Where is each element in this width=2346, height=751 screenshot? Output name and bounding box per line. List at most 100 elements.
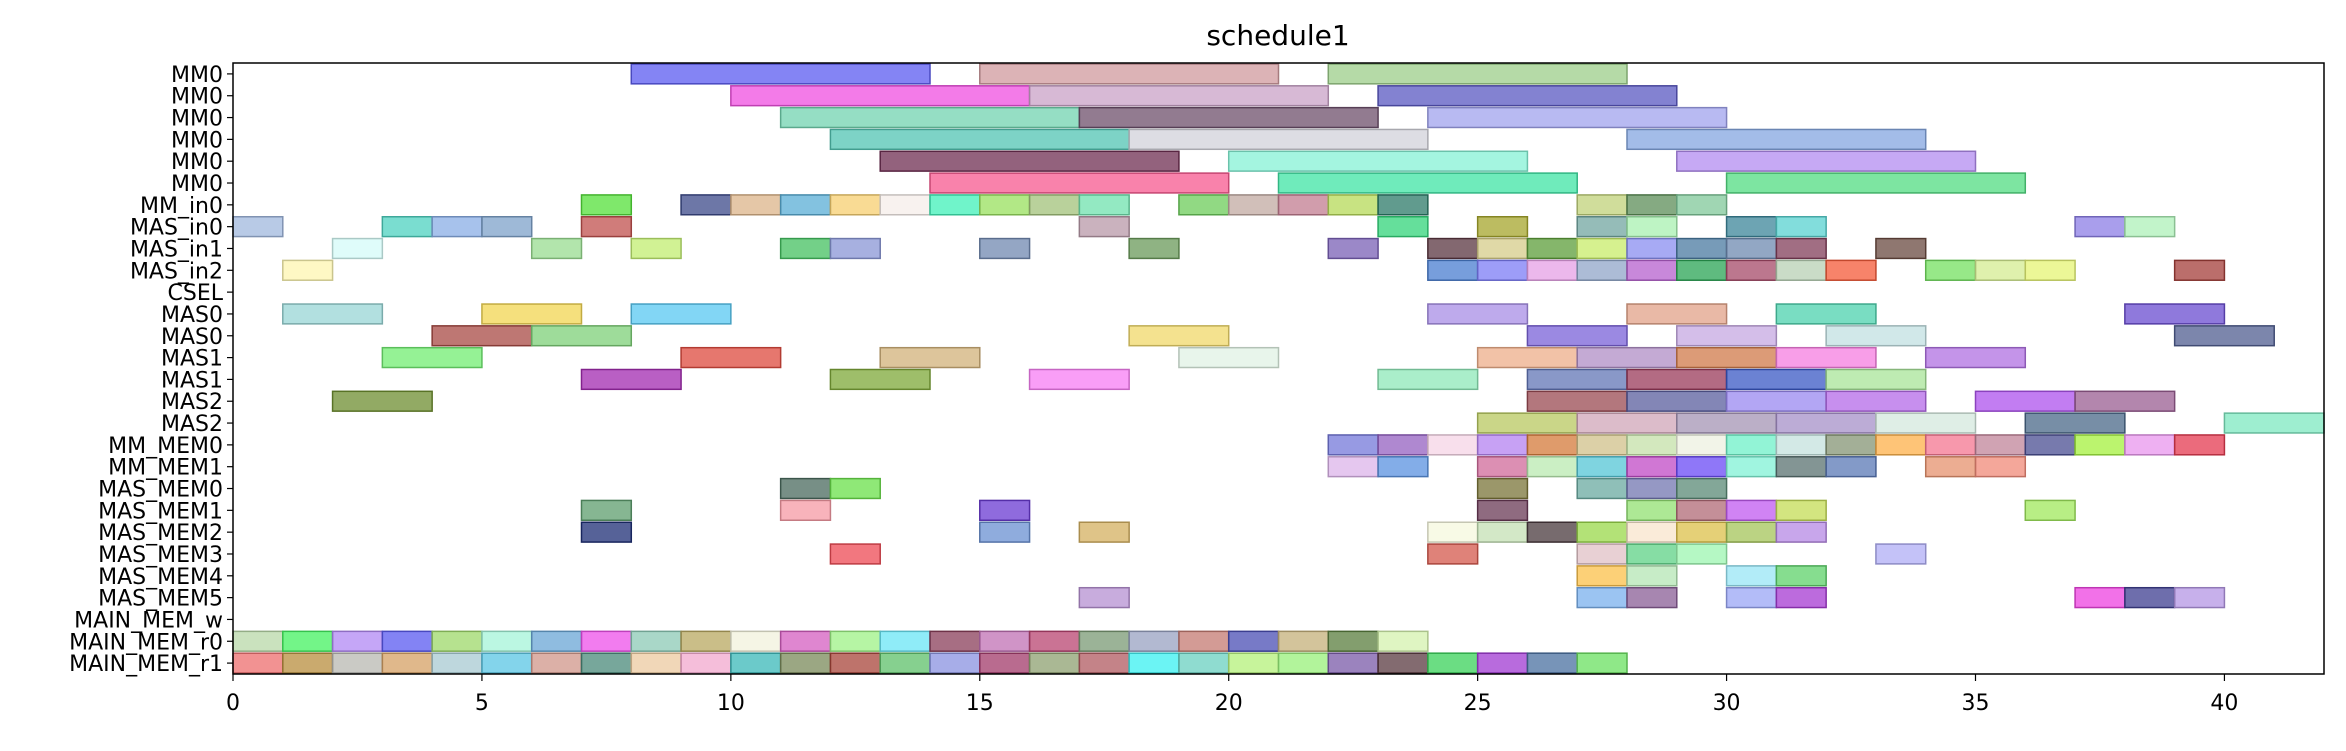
bar-mm-mem0-37-38 [2074, 434, 2126, 456]
bar-mas-mem1-15-16 [979, 499, 1031, 521]
bar-mas-mem5-30-31 [1725, 586, 1778, 609]
bar-mm0-15-21 [979, 63, 1280, 85]
bar-mm-mem1-30-31 [1725, 456, 1778, 478]
bar-mas0-4-6 [431, 325, 533, 347]
bar-mm0-10-16 [730, 85, 1031, 107]
bar-mas1-19-21 [1178, 346, 1280, 369]
bar-mm-in0-10-11 [730, 194, 782, 216]
bar-main-mem-r1-10-11 [730, 652, 782, 674]
bar-mas-in1-8-9 [630, 237, 682, 260]
bar-mm-mem0-36-37 [2024, 434, 2076, 456]
bar-main-mem-r0-22-23 [1327, 630, 1379, 652]
bar-mas-mem2-25-26 [1476, 521, 1529, 543]
bar-main-mem-r1-5-6 [481, 652, 533, 674]
bar-mm-mem0-34-35 [1924, 434, 1977, 456]
bar-mas-mem2-15-16 [979, 521, 1031, 543]
y-tick-label: MAS_MEM0 [98, 478, 223, 503]
bar-mas0-18-20 [1128, 325, 1230, 347]
bar-mas-in0-4-5 [431, 216, 483, 238]
bar-mas2-25-27 [1476, 412, 1578, 434]
bar-mas-mem5-39-40 [2173, 586, 2226, 609]
bar-mm0-16-22 [1028, 85, 1330, 107]
bar-main-mem-r0-2-3 [331, 630, 384, 652]
bar-mm-mem1-23-24 [1377, 456, 1429, 478]
bar-mas-in2-35-36 [1974, 259, 2027, 281]
bar-mm0-12-18 [829, 128, 1130, 151]
y-tick-label: MAIN_MEM_w [74, 608, 223, 633]
bar-mm0-17-23 [1078, 106, 1379, 129]
y-tick-label: MAS1 [161, 347, 223, 372]
bar-mas-mem2-17-18 [1078, 521, 1130, 543]
bar-mas-in1-6-7 [530, 237, 583, 260]
bar-mas1-7-9 [580, 368, 682, 391]
bar-mm-in0-28-29 [1626, 194, 1678, 216]
bar-main-mem-r0-11-12 [779, 630, 832, 652]
bar-main-mem-r1-2-3 [331, 652, 384, 674]
bar-mas1-16-18 [1028, 368, 1130, 391]
bar-mm-mem1-22-23 [1327, 456, 1379, 478]
bar-mas-mem3-33-34 [1875, 543, 1927, 565]
bar-mas-mem4-28-29 [1626, 565, 1678, 587]
bar-mm-mem1-25-26 [1476, 456, 1529, 478]
bar-main-mem-r1-27-28 [1576, 652, 1628, 674]
bar-mas2-37-39 [2074, 390, 2176, 412]
bar-mm0-21-27 [1277, 172, 1578, 194]
bar-main-mem-r1-15-16 [979, 652, 1031, 674]
bar-main-mem-r1-23-24 [1377, 652, 1429, 674]
bar-mm0-24-30 [1427, 106, 1728, 129]
bar-mas-mem0-28-29 [1626, 477, 1678, 500]
y-tick-label: MM_MEM1 [108, 456, 223, 481]
bar-mas-mem3-28-29 [1626, 543, 1678, 565]
bar-mas-mem2-7-8 [580, 521, 633, 543]
bar-main-mem-r0-21-22 [1277, 630, 1330, 652]
bar-main-mem-r0-17-18 [1078, 630, 1130, 652]
bar-mas-mem3-24-25 [1427, 543, 1479, 565]
bar-mas-in1-25-26 [1476, 237, 1529, 260]
y-tick-label: MAIN_MEM_r1 [69, 652, 223, 677]
bar-mas-mem0-25-26 [1476, 477, 1529, 500]
bar-mm0-11-17 [779, 106, 1081, 129]
bar-mas1-28-30 [1626, 368, 1728, 391]
bar-main-mem-r0-12-13 [829, 630, 881, 652]
bar-mm-in0-17-18 [1078, 194, 1130, 216]
bar-mas-mem1-28-29 [1626, 499, 1678, 521]
bar-mm0-20-26 [1227, 150, 1529, 172]
y-tick-label: MAS_MEM3 [98, 543, 223, 568]
bar-mas2-35-37 [1974, 390, 2076, 412]
bar-mas-in0-31-32 [1775, 216, 1827, 238]
y-tick-label: MAS0 [161, 303, 223, 328]
bar-mas-in2-36-37 [2024, 259, 2076, 281]
bar-mas-mem4-31-32 [1775, 565, 1827, 587]
y-tick-label: MAIN_MEM_r0 [69, 630, 223, 655]
bar-main-mem-r0-1-2 [282, 630, 334, 652]
bar-main-mem-r0-14-15 [929, 630, 981, 652]
bar-mm-mem0-38-39 [2124, 434, 2176, 456]
y-tick-label: MM0 [171, 128, 223, 153]
bar-mas1-26-28 [1526, 368, 1628, 391]
bar-mas-mem2-26-27 [1526, 521, 1578, 543]
bar-mas0-29-31 [1676, 325, 1778, 347]
bar-mas-mem2-24-25 [1427, 521, 1479, 543]
bars-layer [232, 63, 2325, 674]
bar-mas1-31-33 [1775, 346, 1877, 369]
bar-mas-mem1-30-31 [1725, 499, 1778, 521]
bar-mas-mem2-28-29 [1626, 521, 1678, 543]
bar-main-mem-r1-4-5 [431, 652, 483, 674]
x-tick-label: 10 [717, 691, 745, 716]
y-tick-label: CSEL [168, 281, 224, 306]
bar-mas1-12-14 [829, 368, 931, 391]
bar-mas-mem5-17-18 [1078, 586, 1130, 609]
bar-mas-in2-39-40 [2173, 259, 2226, 281]
bar-mm0-8-14 [630, 63, 931, 85]
bar-mas-in1-28-29 [1626, 237, 1678, 260]
plot-frame [232, 62, 2325, 675]
bar-main-mem-r1-16-17 [1028, 652, 1081, 674]
bar-mas-in0-38-39 [2124, 216, 2176, 238]
bar-mas-in0-23-24 [1377, 216, 1429, 238]
bar-mas2-33-35 [1875, 412, 1977, 434]
bar-main-mem-r1-19-20 [1178, 652, 1230, 674]
y-tick-label: MM0 [171, 150, 223, 175]
y-tick-label: MAS_in0 [130, 216, 223, 241]
bar-main-mem-r1-11-12 [779, 652, 832, 674]
